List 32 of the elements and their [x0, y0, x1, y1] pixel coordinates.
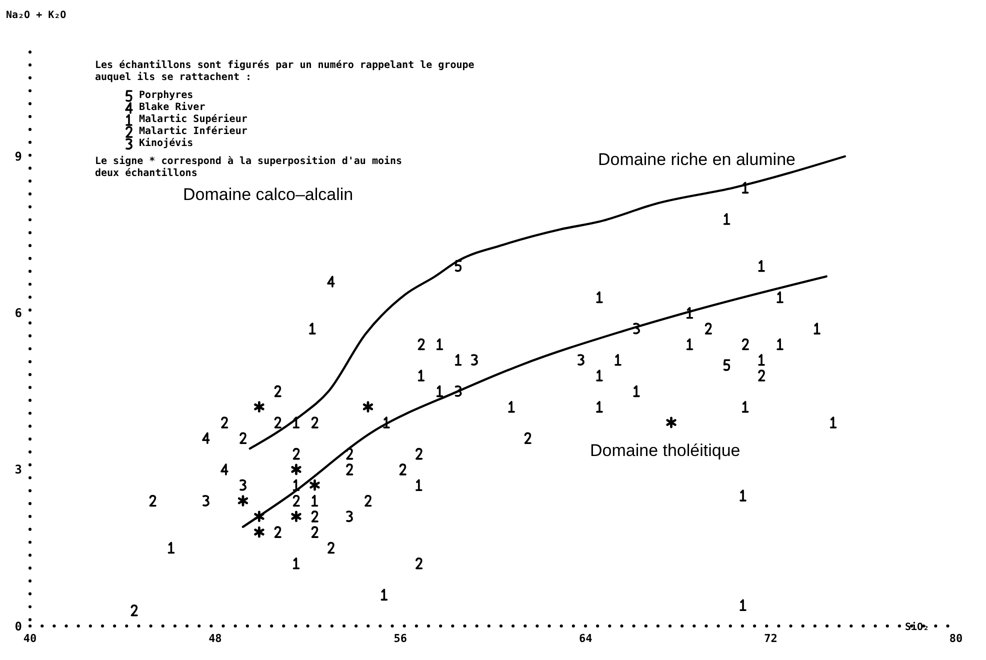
x-tick-label: 80	[949, 632, 963, 645]
point	[291, 510, 302, 522]
x-tick-label: 64	[578, 632, 593, 645]
annotation: Domaine tholéitique	[590, 441, 740, 461]
legend-label: Malartic Inférieur	[139, 126, 248, 138]
annotation: Domaine calco–alcalin	[183, 185, 354, 205]
x-tick-label: 56	[394, 632, 408, 645]
x-axis-title: SiO₂	[905, 622, 930, 634]
legend-label: Kinojévis	[139, 138, 194, 150]
y-tick-label: 9	[14, 150, 22, 164]
x-tick-label: 72	[764, 632, 778, 645]
y-axis-title: Na₂O + K₂O	[6, 10, 66, 22]
point	[238, 495, 248, 506]
point	[666, 416, 676, 428]
point	[310, 479, 320, 491]
x-tick-label: 48	[208, 632, 222, 645]
legend-label: Malartic Supérieur	[139, 114, 248, 126]
annotation: Domaine riche en alumine	[598, 150, 796, 170]
point	[291, 464, 302, 476]
y-tick-label: 6	[14, 306, 22, 320]
y-tick-label: 3	[14, 462, 22, 477]
point	[254, 401, 264, 413]
annotation: Les échantillons sont figurés par un numéro rappelant le groupe auquel ils se rattachent :	[95, 60, 476, 84]
x-tick-label: 40	[23, 632, 37, 645]
line-series	[242, 275, 828, 528]
legend-label: Porphyres	[139, 90, 194, 102]
point	[254, 510, 264, 522]
annotation: Le signe * correspond à la superposition d'au moins deux échantillons	[95, 156, 404, 180]
point	[362, 401, 374, 413]
point	[254, 526, 264, 538]
y-tick-label: 0	[14, 619, 22, 634]
legend-label: Blake River	[139, 102, 206, 114]
